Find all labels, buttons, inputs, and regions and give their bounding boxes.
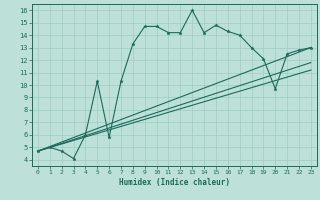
- X-axis label: Humidex (Indice chaleur): Humidex (Indice chaleur): [119, 178, 230, 187]
